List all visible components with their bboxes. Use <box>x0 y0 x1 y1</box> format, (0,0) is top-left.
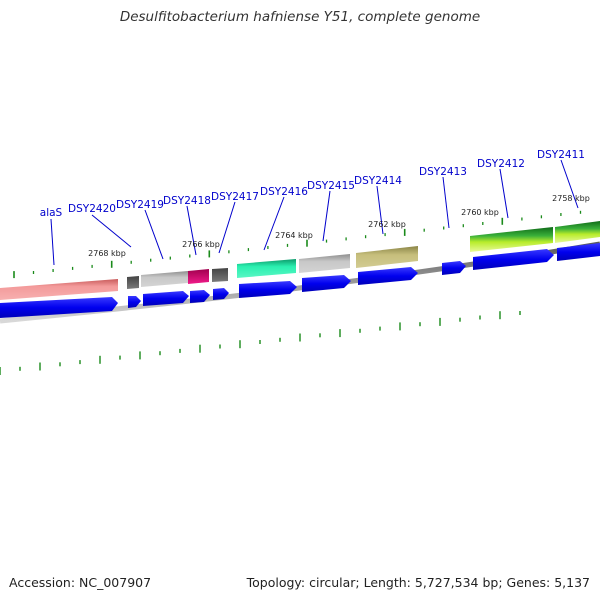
leader-line <box>322 190 331 242</box>
leader-line <box>376 185 384 235</box>
cds-arrow <box>128 296 141 308</box>
cds-arrow <box>239 281 297 298</box>
gene-label-dsy2415: DSY2415 <box>307 180 355 192</box>
leader-line <box>442 176 450 229</box>
leader-line <box>499 168 509 219</box>
feature-dsy2412 <box>470 227 553 252</box>
feature-dsy2420 <box>127 276 139 289</box>
feature-dsy2419 <box>141 271 188 287</box>
cds-arrow <box>213 288 229 300</box>
gene-label-dsy2417: DSY2417 <box>211 191 259 203</box>
gene-label-alas: alaS <box>40 207 63 219</box>
leader-line <box>218 201 236 254</box>
feature-dsy2418 <box>188 269 209 284</box>
cds-track <box>0 243 600 318</box>
feature-dsy2416 <box>237 259 296 278</box>
gene-labels: alaS DSY2420 DSY2419 DSY2418 DSY2417 DSY… <box>40 149 585 219</box>
gene-label-dsy2416: DSY2416 <box>260 186 308 198</box>
gene-label-dsy2412: DSY2412 <box>477 158 525 170</box>
cds-arrow <box>143 291 189 306</box>
gene-label-dsy2413: DSY2413 <box>419 166 467 178</box>
gene-label-dsy2419: DSY2419 <box>116 199 164 211</box>
feature-dsy2415 <box>299 254 350 273</box>
gene-label-dsy2418: DSY2418 <box>163 195 211 207</box>
topology-summary: Topology: circular; Length: 5,727,534 bp… <box>246 575 590 590</box>
gene-label-dsy2411: DSY2411 <box>537 149 585 161</box>
map-title: Desulfitobacterium hafniense Y51, comple… <box>119 9 481 25</box>
feature-track <box>0 221 600 300</box>
kbp-label: 2768 kbp <box>88 249 126 258</box>
leader-line <box>263 196 285 251</box>
kbp-label: 2762 kbp <box>368 220 406 229</box>
cds-arrow <box>557 243 600 261</box>
tick-marks-outer <box>13 210 582 279</box>
kbp-label: 2764 kbp <box>275 231 313 240</box>
feature-dsy2417 <box>212 268 228 282</box>
kbp-label: 2766 kbp <box>182 240 220 249</box>
gene-label-dsy2420: DSY2420 <box>68 203 116 215</box>
cds-arrow <box>190 290 210 303</box>
cds-arrow <box>358 267 418 285</box>
leader-line <box>186 205 197 256</box>
leader-line <box>560 159 579 209</box>
feature-dsy2411 <box>555 221 600 243</box>
leader-line <box>144 209 164 260</box>
gene-label-dsy2414: DSY2414 <box>354 175 402 187</box>
feature-alas <box>0 279 118 300</box>
cds-arrow <box>473 249 554 270</box>
cds-arrow <box>442 261 466 275</box>
cds-arrow <box>0 297 118 318</box>
label-leaders <box>50 159 579 266</box>
kbp-labels: 2768 kbp 2766 kbp 2764 kbp 2762 kbp 2760… <box>88 194 590 258</box>
leader-line <box>91 214 132 248</box>
kbp-label: 2760 kbp <box>461 208 499 217</box>
feature-dsy2414 <box>356 246 418 268</box>
kbp-label: 2758 kbp <box>552 194 590 203</box>
accession-text: Accession: NC_007907 <box>9 575 152 590</box>
leader-line <box>50 218 55 266</box>
cds-arrow <box>302 275 351 292</box>
tick-marks-inner <box>0 311 521 375</box>
